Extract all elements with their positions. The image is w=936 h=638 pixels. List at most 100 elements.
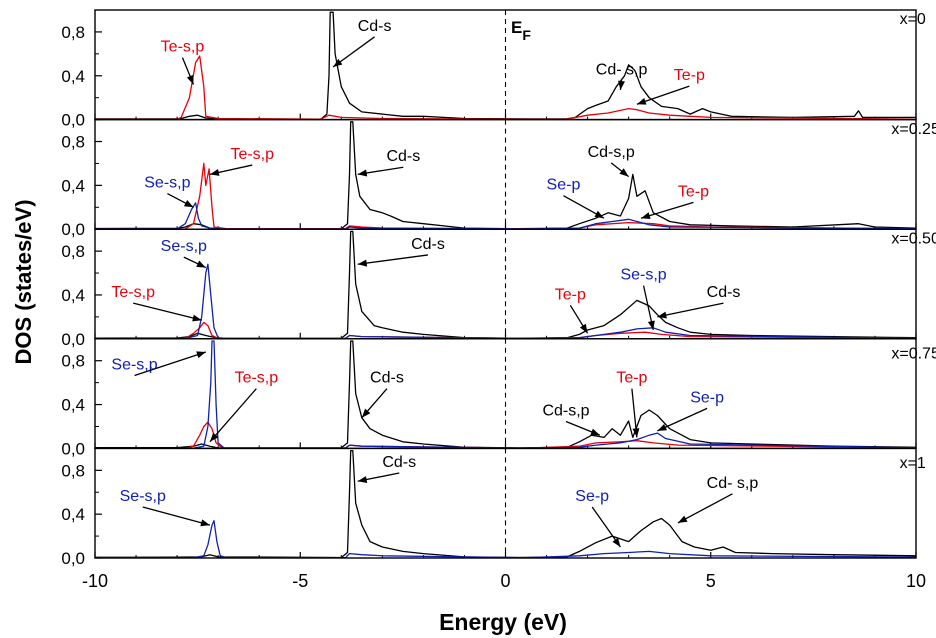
curve-annotation: Cd- s,p — [707, 475, 759, 492]
curve-annotation: Cd-s — [707, 284, 741, 301]
annotation-arrowhead — [619, 168, 629, 177]
y-tick-label: 0,8 — [61, 23, 85, 42]
curve-annotation: Cd-s,p — [542, 403, 589, 420]
y-tick-label: 0,4 — [61, 396, 85, 415]
curve-annotation: Se-s,p — [161, 238, 207, 255]
annotation-arrow-line — [657, 407, 708, 432]
y-tick-label: 0,4 — [61, 176, 85, 195]
annotation-arrowhead — [612, 537, 621, 547]
curve-annotation: Cd-s — [386, 148, 420, 165]
annotation-arrowhead — [657, 311, 667, 319]
y-tick-label: 0,0 — [61, 439, 85, 458]
x-tick-label: 0 — [500, 571, 510, 591]
dos-curve-se — [95, 520, 916, 558]
composition-label: x=0.75 — [891, 346, 936, 363]
curve-annotation: Se-s,p — [111, 356, 157, 373]
annotation-arrowhead — [192, 314, 202, 322]
y-tick-label: 0,8 — [61, 242, 85, 261]
axes-layer: DOS (states/eV) Energy (eV) EF -10 -5 0 5 10 — [11, 18, 926, 635]
y-tick-label: 0,0 — [61, 220, 85, 239]
annotation-arrowhead — [677, 515, 688, 523]
curve-annotation: Te-p — [674, 67, 705, 84]
curve-annotation: Se-s,p — [620, 267, 666, 284]
curve-annotation: Cd-s — [382, 454, 416, 471]
dos-curve-se — [95, 263, 916, 339]
curve-annotation: Se-p — [575, 488, 609, 505]
annotation-arrowhead — [209, 169, 220, 176]
y-tick-label: 0,8 — [61, 133, 85, 152]
y-tick-label: 0,8 — [61, 352, 85, 371]
annotation-arrowhead — [333, 58, 343, 67]
annotation-arrowhead — [196, 260, 206, 268]
annotation-arrow-line — [134, 351, 207, 377]
curve-annotation: Cd-s — [358, 18, 392, 35]
annotation-arrowhead — [357, 476, 368, 483]
annotation-arrowhead — [361, 408, 371, 418]
y-tick-label: 0,4 — [61, 67, 85, 86]
curve-annotation: Te-p — [616, 370, 647, 387]
series-group — [95, 11, 916, 120]
curve-annotation: Te-p — [678, 183, 709, 200]
annotation-arrowhead — [579, 323, 588, 334]
fermi-label-main: E — [511, 18, 522, 37]
curve-annotation: Se-s,p — [120, 488, 166, 505]
y-tick-label: 0,4 — [61, 286, 85, 305]
panels-layer: 0,00,40,8Te-s,pCd-sCd- s,p Te-px=00,00,40… — [61, 9, 936, 568]
annotation-arrowhead — [636, 98, 647, 105]
composition-label: x=0.25 — [891, 121, 936, 138]
annotation-arrow-line — [657, 302, 724, 318]
annotation-arrow-line — [640, 201, 694, 219]
annotation-arrowhead — [183, 200, 194, 208]
annotation-arrowhead — [657, 424, 667, 431]
panel-frame — [94, 447, 917, 559]
curve-annotation: Se-p — [690, 389, 724, 406]
dos-panel: 0,0 0,4 0,8 Se-s,p Te-s,p Cd-s Cd-s,p Te-p Se-p x… — [61, 338, 936, 458]
curve-annotation: Cd- s,p — [596, 62, 648, 79]
curve-annotation: Te-s,p — [235, 370, 279, 387]
x-axis-label: Energy (eV) — [439, 609, 567, 635]
curve-annotation: Te-s,p — [161, 39, 205, 56]
curve-annotation: Se-p — [547, 177, 581, 194]
dos-panel: 0,0 0,4 0,8 Cd-s Se-s,p Se-p Cd- s,p x=1 — [61, 447, 926, 568]
annotation-arrowhead — [618, 80, 625, 90]
annotation-arrowhead — [209, 432, 219, 442]
fermi-label-sub: F — [522, 27, 531, 43]
annotation-arrowhead — [594, 210, 604, 219]
y-tick-label: 0,0 — [61, 330, 85, 349]
dos-panel: 0,0 0,4 0,8 Te-s,p Cd-s Cd- s,p Te-p x=0 — [61, 9, 926, 130]
x-tick-label: 5 — [706, 571, 716, 591]
composition-label: x=0 — [900, 11, 926, 28]
dos-panel: 0,0 0,4 0,8 Se-s,p Te-s,p Cd-s Te-p Se-s,p Cd-s x… — [61, 228, 936, 349]
x-tick-label: -10 — [82, 571, 108, 591]
annotation-arrowhead — [186, 74, 194, 85]
y-tick-label: 0,8 — [61, 461, 85, 480]
annotation-arrowhead — [196, 351, 206, 359]
composition-label: x=1 — [900, 455, 926, 472]
annotation-arrow-line — [133, 302, 202, 321]
x-tick-label: -5 — [292, 571, 308, 591]
annotation-arrowhead — [647, 320, 655, 330]
annotation-arrowhead — [590, 428, 600, 436]
annotation-arrowhead — [641, 212, 651, 219]
annotation-arrow-line — [636, 85, 690, 105]
x-tick-label: 10 — [906, 571, 926, 591]
annotation-arrowhead — [632, 428, 640, 438]
y-tick-label: 0,4 — [61, 505, 85, 524]
dos-curve-te — [95, 55, 916, 120]
curve-annotation: Cd-s — [411, 236, 445, 253]
annotation-arrowhead — [357, 259, 368, 267]
annotation-arrow-line — [209, 388, 257, 443]
dos-curve-se — [95, 340, 916, 449]
annotation-arrowhead — [200, 519, 210, 527]
curve-annotation: Se-s,p — [144, 175, 190, 192]
y-axis-label: DOS (states/eV) — [11, 199, 36, 364]
y-tick-label: 0,0 — [61, 111, 85, 130]
annotation-arrow-line — [142, 506, 211, 526]
annotation-arrow-line — [677, 493, 733, 524]
fermi-level-label: EF — [511, 18, 531, 43]
composition-label: x=0.50 — [891, 230, 936, 247]
curve-annotation: Cd-s — [370, 370, 404, 387]
curve-annotation: Cd-s,p — [588, 144, 635, 161]
annotation-arrow-line — [357, 254, 429, 265]
